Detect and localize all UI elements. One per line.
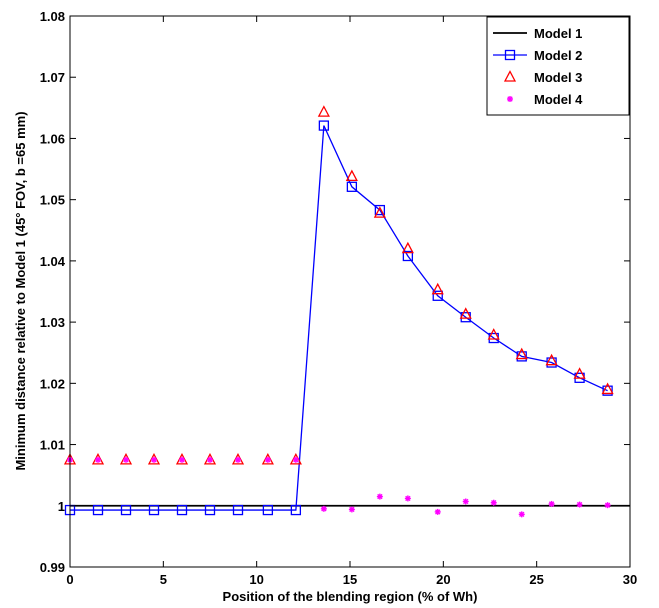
data-point [92,504,104,516]
data-point [204,504,216,516]
data-point [320,505,327,512]
legend-entry: Model 2 [493,48,582,63]
x-tick-label: 0 [66,572,73,587]
data-point [490,499,497,506]
data-point [374,204,386,216]
x-tick-label: 25 [529,572,543,587]
data-point [401,241,414,254]
y-axis-label: Minimum distance relative to Model 1 (45… [13,111,28,470]
legend-entry: Model 4 [507,92,583,107]
data-point [346,181,358,192]
legend-swatch-marker [504,49,516,61]
legend-label: Model 2 [534,48,582,63]
legend-entry: Model 3 [503,70,582,85]
data-point [402,250,414,262]
data-point [601,382,614,395]
data-point [545,353,558,366]
legend-swatch-marker [507,96,513,102]
data-point [515,347,528,360]
y-tick-label: 1 [58,499,65,514]
legend-entry: Model 1 [493,26,582,41]
data-point [175,452,189,465]
y-tick-label: 1.02 [40,376,65,391]
data-point [232,504,244,516]
data-point [176,504,188,516]
data-point [290,504,302,516]
data-point [431,282,444,295]
y-tick-label: 1.07 [40,70,65,85]
series-model-4 [67,456,611,518]
data-point [231,452,245,465]
y-tick-label: 1.05 [40,193,65,208]
data-point [602,385,613,396]
data-point [148,504,160,516]
data-point [235,456,241,463]
data-point [151,456,157,463]
y-tick-label: 1.06 [40,131,65,146]
y-tick-label: 1.08 [40,9,65,24]
data-point [576,501,583,508]
legend-label: Model 4 [534,92,583,107]
legend-swatch-marker [503,70,517,82]
data-point [404,495,411,502]
series-model-2 [64,120,613,516]
x-tick-label: 15 [343,572,357,587]
data-point [459,307,472,319]
legend-label: Model 1 [534,26,582,41]
y-tick-label: 1.03 [40,315,65,330]
data-point [432,290,443,301]
data-point [120,504,132,516]
data-point [376,493,383,500]
data-point [147,452,161,465]
data-point [119,452,133,465]
data-point [261,452,274,465]
x-axis-label: Position of the blending region (% of Wh… [223,589,478,604]
data-point [434,508,441,515]
data-point [548,500,555,507]
y-tick-label: 1.01 [40,438,65,453]
x-tick-label: 20 [436,572,450,587]
data-point [348,506,355,513]
data-point [317,105,330,117]
data-point [179,456,185,463]
legend: Model 1 Model 2 Model 3 Model 4 [486,16,630,116]
data-point [262,504,274,516]
data-point [289,452,302,465]
plot-frame [69,15,631,568]
data-point [518,511,525,518]
data-point [373,206,386,218]
data-point [487,328,500,340]
y-tick-label: 0.99 [40,560,65,575]
data-point [264,456,271,463]
x-tick-label: 30 [623,572,637,587]
data-point [462,498,469,505]
data-point [91,452,105,465]
data-point [123,456,129,463]
data-point [292,456,299,463]
data-point [207,456,213,463]
y-tick-label: 1.04 [40,254,66,269]
x-tick-label: 5 [160,572,167,587]
x-tick-label: 10 [249,572,263,587]
data-point [318,120,330,131]
series-layer [63,105,630,518]
data-point [604,502,611,509]
data-point [95,456,101,463]
legend-label: Model 3 [534,70,582,85]
data-point [573,367,586,379]
tick-layer: 0 5 10 15 20 25 30 0.99 1 1.01 1.02 1.03 1.04 1.05 1.0… [40,9,638,587]
data-point [203,452,217,465]
data-point [345,169,358,182]
series-model-3 [63,105,614,465]
